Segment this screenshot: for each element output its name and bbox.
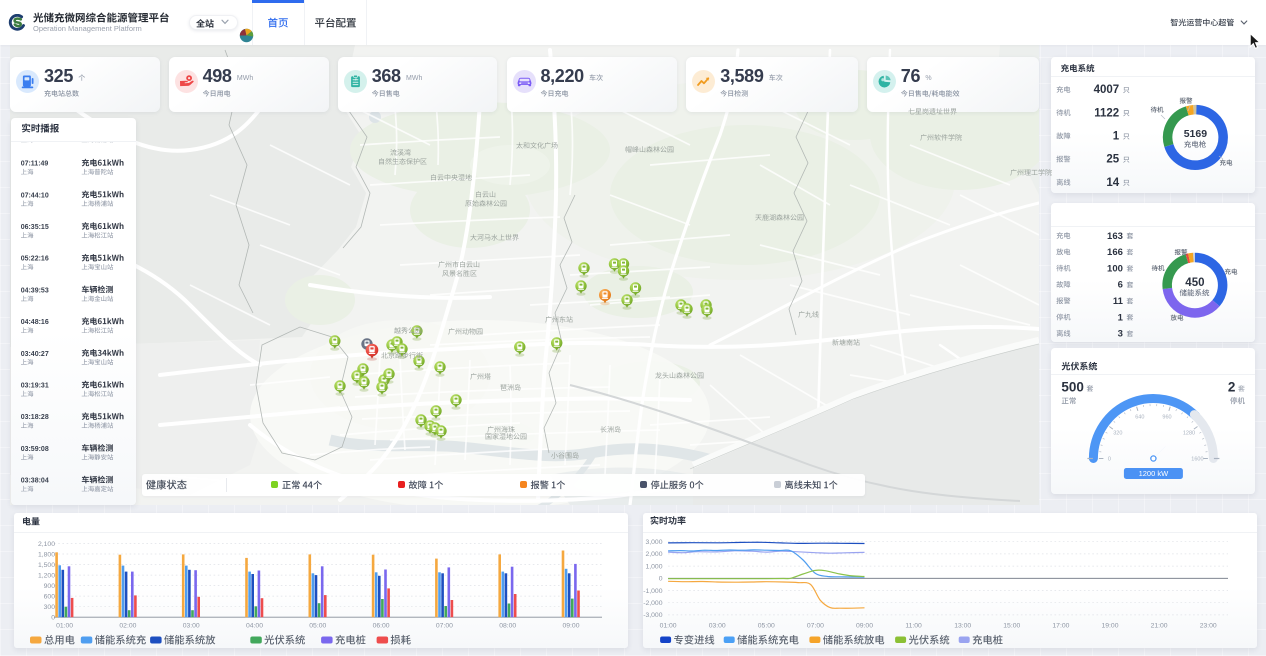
svg-text:01:00: 01:00	[659, 623, 676, 630]
svg-text:900: 900	[44, 583, 56, 590]
svg-text:09:00: 09:00	[856, 623, 873, 630]
svg-text:06:00: 06:00	[373, 623, 390, 630]
svg-text:05:00: 05:00	[309, 623, 326, 630]
svg-text:07:00: 07:00	[806, 623, 823, 630]
svg-text:05:00: 05:00	[757, 623, 774, 630]
svg-text:1,200: 1,200	[38, 572, 55, 579]
svg-text:04:00: 04:00	[246, 623, 263, 630]
svg-text:15:00: 15:00	[1003, 623, 1020, 630]
svg-text:13:00: 13:00	[954, 623, 971, 630]
svg-text:07:00: 07:00	[436, 623, 453, 630]
svg-text:1200 kW: 1200 kW	[1138, 469, 1169, 478]
svg-text:03:00: 03:00	[183, 623, 200, 630]
svg-text:09:00: 09:00	[562, 623, 579, 630]
svg-text:2,100: 2,100	[38, 541, 55, 548]
svg-text:-3,000: -3,000	[643, 612, 662, 619]
svg-text:300: 300	[44, 604, 56, 611]
svg-text:640: 640	[1135, 415, 1144, 421]
svg-text:2,000: 2,000	[645, 551, 662, 558]
svg-text:19:00: 19:00	[1101, 623, 1118, 630]
svg-text:03:00: 03:00	[708, 623, 725, 630]
svg-text:08:00: 08:00	[499, 623, 516, 630]
svg-text:450: 450	[1185, 277, 1204, 289]
svg-text:01:00: 01:00	[56, 623, 73, 630]
svg-text:1600: 1600	[1191, 457, 1203, 463]
svg-text:1,800: 1,800	[38, 551, 55, 558]
svg-text:960: 960	[1162, 415, 1171, 421]
svg-text:1280: 1280	[1182, 431, 1194, 437]
svg-text:-2,000: -2,000	[643, 600, 662, 607]
svg-text:5169: 5169	[1183, 128, 1207, 140]
svg-text:0: 0	[51, 615, 55, 622]
svg-text:1,500: 1,500	[38, 562, 55, 569]
svg-text:23:00: 23:00	[1199, 623, 1216, 630]
svg-text:320: 320	[1113, 431, 1122, 437]
svg-text:0: 0	[658, 576, 662, 583]
svg-text:0: 0	[1107, 457, 1110, 463]
svg-text:600: 600	[44, 593, 56, 600]
svg-text:1,000: 1,000	[645, 563, 662, 570]
svg-text:02:00: 02:00	[119, 623, 136, 630]
svg-text:21:00: 21:00	[1150, 623, 1167, 630]
svg-text:11:00: 11:00	[905, 623, 922, 630]
svg-text:3,000: 3,000	[645, 539, 662, 546]
svg-text:17:00: 17:00	[1052, 623, 1069, 630]
svg-text:-1,000: -1,000	[643, 588, 662, 595]
